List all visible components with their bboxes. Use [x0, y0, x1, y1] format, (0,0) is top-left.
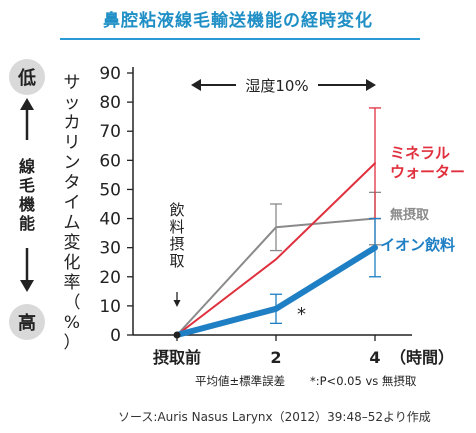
y-tick-label: 60 — [99, 151, 121, 171]
char: 機 — [19, 195, 35, 214]
series-label: 無摂取 — [390, 207, 430, 223]
x-tick-label: 摂取前 — [153, 348, 201, 367]
char: タ — [64, 173, 81, 193]
series-line — [176, 217, 376, 336]
low-label: 低 — [17, 67, 36, 89]
char: ン — [64, 153, 81, 173]
humidity-label: 湿度10% — [245, 77, 308, 95]
significance-mark: * — [297, 304, 306, 325]
y-tick-label: 40 — [99, 210, 121, 230]
char: % — [64, 313, 80, 333]
series-label-line: ミネラル — [390, 144, 450, 162]
char: イ — [64, 193, 81, 213]
char: ） — [64, 333, 81, 353]
x-tick-label: 2 — [270, 348, 281, 367]
char: 率 — [64, 273, 81, 293]
y-tick-label: 10 — [99, 297, 121, 317]
footnote-error: 平均値±標準誤差 — [195, 374, 286, 388]
series-label-line: イオン飲料 — [380, 236, 455, 254]
char: リ — [64, 133, 81, 153]
char: （ — [64, 293, 81, 313]
y-tick-label: 70 — [99, 122, 121, 142]
cilia-function-label: 線毛機能 — [19, 157, 35, 233]
footnote-significance: *:P<0.05 vs 無摂取 — [310, 374, 417, 388]
up-arrow-head-icon — [20, 98, 34, 110]
down-arrow-head-icon — [20, 280, 34, 292]
char: 取 — [169, 252, 184, 270]
char: 飲 — [169, 201, 184, 219]
low-circle — [9, 59, 45, 95]
char: 摂 — [169, 235, 184, 253]
char: 線 — [19, 157, 35, 176]
char: カ — [64, 113, 81, 133]
y-tick-label: 90 — [99, 64, 121, 84]
char: 毛 — [19, 176, 35, 195]
series-label-line: 無摂取 — [390, 207, 430, 223]
series-line — [176, 162, 376, 336]
x-ticks: 摂取前 2 4 （時間） — [153, 335, 454, 367]
series-label: イオン飲料 — [380, 236, 455, 254]
y-ticks: 0 10 20 30 40 50 60 70 80 90 — [99, 64, 133, 346]
series-line — [174, 244, 378, 338]
x-axis-label: （時間） — [390, 348, 454, 367]
char: 化 — [64, 253, 81, 273]
series-label: ミネラルウォーター — [390, 144, 465, 181]
high-label: 高 — [18, 312, 36, 334]
high-circle — [9, 304, 45, 340]
char: サ — [64, 73, 81, 93]
char: ッ — [64, 93, 81, 113]
intake-arrow-head-icon — [173, 300, 181, 307]
source-note: ソース:Auris Nasus Larynx（2012）39:48–52より作成 — [118, 410, 431, 424]
char: 料 — [169, 218, 184, 236]
char: 能 — [19, 214, 35, 233]
x-tick-label: 4 — [369, 348, 380, 367]
chart-title: 鼻腔粘液線毛輸送機能の経時変化 — [103, 11, 373, 31]
y-tick-label: 80 — [99, 93, 121, 113]
series-label-line: ウォーター — [390, 163, 465, 181]
series-group — [173, 107, 381, 339]
y-tick-label: 20 — [99, 268, 121, 288]
origin-point — [173, 331, 181, 339]
arrow-left-icon — [191, 79, 201, 91]
y-tick-label: 50 — [99, 180, 121, 200]
y-tick-label: 0 — [110, 326, 121, 346]
y-tick-label: 30 — [99, 239, 121, 259]
arrow-right-icon — [366, 79, 376, 91]
intake-label: 飲料摂取 — [169, 201, 184, 270]
char: ム — [64, 213, 81, 233]
title-underline — [60, 38, 420, 40]
y-axis-label: サッカリンタイム変化率（%） — [64, 73, 81, 353]
char: 変 — [64, 233, 81, 253]
